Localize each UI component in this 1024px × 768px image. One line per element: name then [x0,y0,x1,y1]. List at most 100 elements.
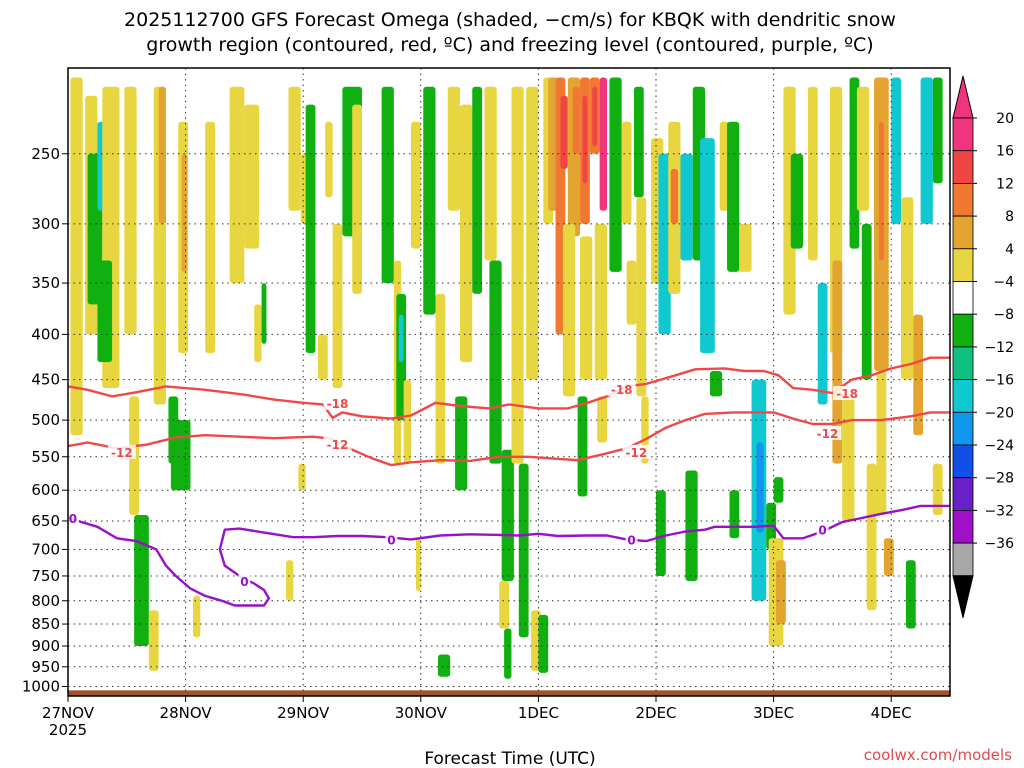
ytick-label-800: 800 [31,592,60,610]
contour-label-dendritic-minus12-1: -12 [323,436,352,452]
ytick-label-1000: 1000 [22,678,60,696]
omega-cell-65 [592,86,598,146]
colorbar-label-4: 4 [1005,242,1014,258]
colorbar-top-arrow [952,75,974,119]
omega-cell-52 [518,463,529,638]
omega-cell-91 [739,223,752,272]
omega-cell-82 [670,168,679,224]
contour-label-dendritic-minus12-2: -12 [622,444,651,460]
colorbar-swatch-6 [952,313,974,348]
colorbar-label-2: 12 [996,176,1014,192]
omega-cell-40 [415,538,421,592]
omega-cell-106 [856,86,870,211]
colorbar-label-8: −16 [984,373,1014,389]
omega-shading [70,77,943,679]
omega-cell-53 [526,86,539,380]
svg-text:0: 0 [387,533,395,547]
omega-cell-31 [352,104,362,294]
omega-cell-42 [447,86,460,211]
omega-cell-107 [861,223,872,380]
contour-label-freezing-level-0-2: 0 [385,532,398,547]
colorbar-swatch-11 [952,477,974,511]
colorbar-label-10: −24 [984,438,1014,454]
svg-text:-12: -12 [111,446,133,460]
omega-cell-25 [298,463,306,491]
omega-cell-55 [538,614,549,673]
terrain-band [68,690,950,696]
contour-label-freezing-level-0-1: 0 [238,574,251,589]
x-axis-label: Forecast Time (UTC) [424,749,595,768]
contour-label-dendritic-minus18-2: -18 [833,386,862,401]
colorbar-label-13: −36 [984,536,1014,552]
omega-cell-46 [484,86,497,261]
omega-cell-5 [97,260,113,363]
colorbar-swatch-5 [952,281,974,315]
contour-label-freezing-level-0-4: 0 [816,522,829,538]
colorbar-label-5: −4 [993,275,1014,291]
xtick-sublabel-27NOV: 2025 [49,721,87,739]
omega-cell-6 [124,86,137,335]
omega-cell-66 [599,77,607,211]
credit-link[interactable]: coolwx.com/models [864,746,1012,764]
colorbar-swatch-13 [952,542,974,577]
xtick-label-30NOV: 30NOV [395,704,448,722]
colorbar-swatch-4 [952,248,974,282]
svg-text:0: 0 [627,533,635,547]
ytick-label-550: 550 [31,448,60,466]
colorbar-swatch-7 [952,346,974,380]
omega-cell-73 [621,121,632,224]
omega-cell-11 [158,86,166,224]
omega-cell-39 [435,293,446,464]
omega-cell-83 [680,153,693,261]
colorbar-label-1: 16 [996,144,1014,160]
omega-cell-68 [580,236,593,380]
omega-cell-71 [597,396,607,443]
colorbar-swatch-2 [952,182,974,217]
omega-cell-36 [403,379,411,464]
omega-cell-103 [832,260,843,464]
omega-cell-119 [932,463,943,516]
omega-cell-28 [317,334,328,380]
omega-cell-15 [170,420,191,491]
omega-cell-115 [905,560,916,629]
contour-label-freezing-level-0-3: 0 [625,532,638,547]
ytick-label-400: 400 [31,325,60,343]
xtick-label-2DEC: 2DEC [635,704,676,722]
omega-cell-16 [192,595,201,638]
omega-cell-117 [920,77,933,224]
colorbar-label-3: 8 [1005,209,1014,225]
colorbar-bottom-arrow [952,575,974,618]
omega-cell-98 [783,86,796,315]
omega-cell-87 [709,371,723,397]
omega-cell-35 [398,314,404,363]
omega-cell-41 [437,654,451,677]
contour-dendritic-minus12 [68,411,950,467]
omega-cell-114 [901,197,914,380]
xtick-label-27NOV: 27NOV [42,704,95,722]
omega-cell-0 [70,77,83,436]
contour-label-dendritic-minus18-1: -18 [607,381,636,397]
omega-cell-38 [423,86,436,315]
ytick-label-750: 750 [31,567,60,585]
svg-text:-18: -18 [611,383,633,397]
omega-cell-43 [460,104,473,363]
chart-title-line-2: growth region (contoured, red, ºC) and f… [146,34,873,56]
omega-cell-70 [594,223,607,380]
ytick-label-900: 900 [31,637,60,655]
omega-cell-50 [504,628,512,679]
xtick-label-1DEC: 1DEC [518,704,559,722]
omega-cell-19 [244,104,260,249]
omega-cell-101 [817,283,828,405]
omega-cell-48 [501,449,514,582]
omega-cell-111 [876,371,887,516]
omega-cell-116 [913,314,924,436]
omega-cell-21 [254,304,262,363]
svg-text:0: 0 [818,524,826,538]
omega-cell-47 [489,260,502,464]
colorbar-swatch-9 [952,411,974,446]
ytick-label-350: 350 [31,274,60,292]
omega-cell-99 [790,153,803,249]
omega-cell-37 [411,121,421,249]
omega-cell-72 [609,77,622,272]
